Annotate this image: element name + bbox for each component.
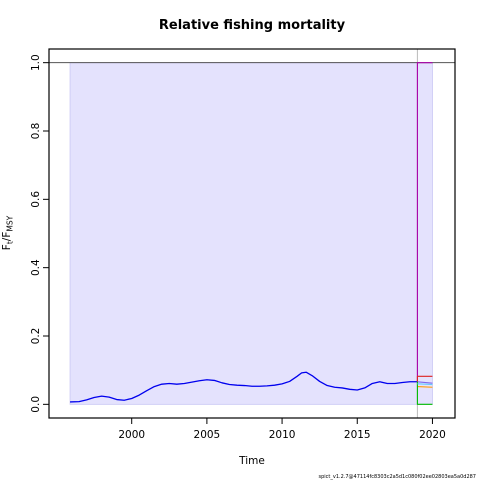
x-tick-label-2000: 2000: [118, 429, 145, 441]
y-tick-label-0: 0.0: [30, 396, 42, 413]
series-line-1: [416, 62, 433, 382]
chart-title: Relative fishing mortality: [159, 18, 346, 33]
y-axis-label-sub1: t: [6, 241, 15, 244]
x-tick-label-2020: 2020: [419, 429, 446, 441]
series-line-2: [416, 375, 433, 382]
x-tick-label-2010: 2010: [269, 429, 296, 441]
y-axis-label-main: F: [1, 244, 13, 250]
series-line-0: [70, 371, 418, 403]
series-line-5: [416, 381, 433, 405]
plot-area: 2000 2005 2010 2015 2020 0.0 0.2 0.4 0.6 0.8 1.0: [30, 48, 456, 441]
x-axis-label: Time: [238, 455, 265, 467]
y-axis-label-sep: /F: [1, 232, 13, 242]
series-line-3: [417, 386, 433, 388]
y-tick-label-5: 1.0: [30, 54, 42, 71]
series-line-6: [417, 383, 433, 386]
x-tick-label-2005: 2005: [194, 429, 221, 441]
plot-frame: [48, 48, 456, 419]
y-tick-label-2: 0.4: [30, 259, 42, 276]
y-tick-label-4: 0.8: [30, 123, 42, 140]
series-line-4: [417, 381, 433, 384]
y-axis-label-sub2: MSY: [6, 215, 15, 231]
y-tick-label-1: 0.2: [30, 328, 42, 345]
y-tick-label-3: 0.6: [30, 191, 42, 208]
y-axis-label: Ft/FMSY: [1, 215, 15, 250]
version-footer: spict_v1.2.7@47114fc8303c2a5d1c080f02ee0…: [319, 474, 477, 480]
x-tick-label-2015: 2015: [344, 429, 371, 441]
confidence-band: [69, 62, 433, 405]
